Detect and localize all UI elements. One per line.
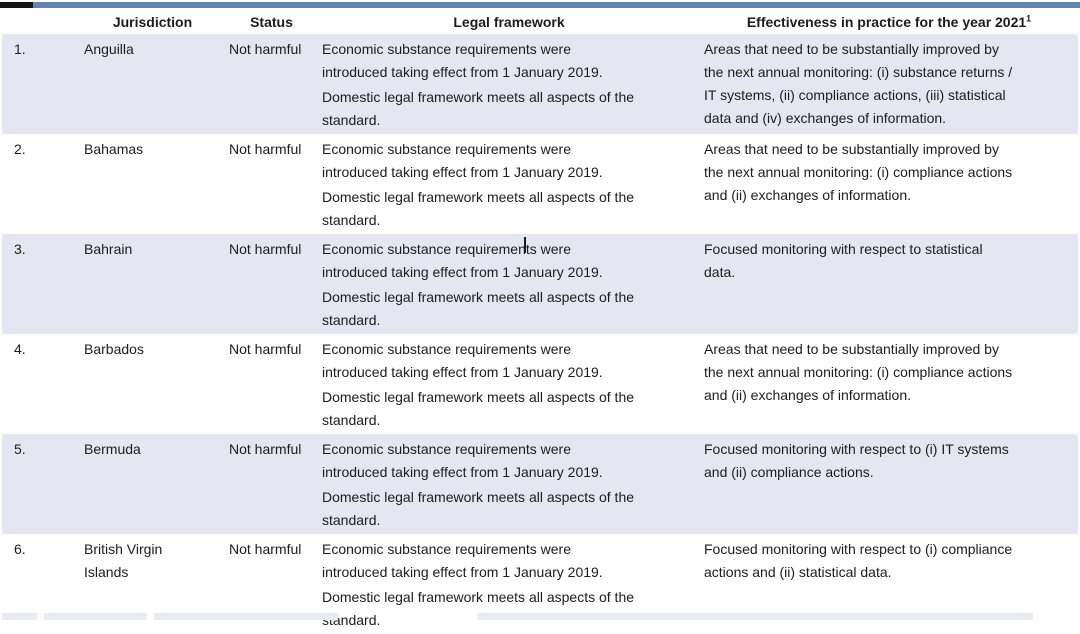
status-cell: Not harmful (225, 34, 318, 134)
text-cursor (524, 237, 526, 253)
legal-framework-cell: Economic substance requirements were int… (318, 34, 700, 134)
next-row-sliver (477, 613, 1033, 620)
status-cell: Not harmful (225, 234, 318, 334)
legal-paragraph-2: Domestic legal framework meets all aspec… (322, 89, 635, 128)
legal-paragraph-1: Economic substance requirements were int… (322, 241, 603, 280)
status-cell: Not harmful (225, 434, 318, 534)
effectiveness-cell: Focused monitoring with respect to (i) c… (704, 541, 1013, 580)
legal-paragraph-2: Domestic legal framework meets all aspec… (322, 289, 635, 328)
row-number: 1. (2, 34, 80, 134)
table-row: 2. Bahamas Not harmful Economic substanc… (2, 134, 1078, 234)
next-row-sliver (2, 613, 37, 620)
next-row-sliver (154, 613, 338, 620)
row-number: 4. (14, 341, 26, 357)
table-row: 6. British Virgin Islands Not harmful Ec… (2, 534, 1078, 634)
header-effectiveness: Effectiveness in practice for the year 2… (700, 9, 1078, 34)
table-row: 4. Barbados Not harmful Economic substan… (2, 334, 1078, 434)
effectiveness-cell: Areas that need to be substantially impr… (700, 34, 1078, 134)
legal-paragraph-1: Economic substance requirements were int… (322, 341, 603, 380)
legal-framework-cell: Economic substance requirements were int… (318, 134, 700, 234)
effectiveness-cell: Areas that need to be substantially impr… (704, 141, 1013, 203)
footnote-marker: 1 (1026, 13, 1032, 24)
jurisdiction-cell: Bermuda (80, 434, 225, 534)
row-number: 5. (2, 434, 80, 534)
row-number: 2. (14, 141, 26, 157)
table-row: 1. Anguilla Not harmful Economic substan… (2, 34, 1078, 134)
legal-paragraph-1: Economic substance requirements were int… (322, 41, 603, 80)
effectiveness-cell: Focused monitoring with respect to stati… (700, 234, 1078, 334)
table-row: 5. Bermuda Not harmful Economic substanc… (2, 434, 1078, 534)
header-number (2, 9, 80, 34)
legal-paragraph-1: Economic substance requirements were int… (322, 541, 603, 580)
top-rule-dark-segment (0, 2, 33, 8)
legal-paragraph-2: Domestic legal framework meets all aspec… (322, 489, 635, 528)
next-row-sliver (44, 613, 147, 620)
legal-paragraph-2: Domestic legal framework meets all aspec… (322, 389, 635, 428)
legal-framework-cell: Economic substance requirements were int… (318, 434, 700, 534)
row-number: 6. (14, 541, 26, 557)
jurisdiction-cell: Barbados (84, 341, 144, 357)
legal-framework-cell: Economic substance requirements were int… (318, 334, 700, 434)
table-row: 3. Bahrain Not harmful Economic substanc… (2, 234, 1078, 334)
jurisdiction-cell: Anguilla (80, 34, 225, 134)
table-header-row: Jurisdiction Status Legal framework Effe… (2, 9, 1078, 34)
legal-paragraph-1: Economic substance requirements were int… (322, 141, 603, 180)
legal-paragraph-1: Economic substance requirements were int… (322, 441, 603, 480)
header-effectiveness-label: Effectiveness in practice for the year 2… (746, 14, 1027, 30)
jurisdiction-cell: British Virgin Islands (84, 541, 163, 580)
legal-framework-cell: Economic substance requirements were int… (318, 534, 700, 634)
status-cell: Not harmful (229, 541, 302, 557)
header-legal-framework: Legal framework (453, 14, 565, 30)
top-rule (33, 2, 1080, 8)
legal-paragraph-2: Domestic legal framework meets all aspec… (322, 589, 635, 628)
header-jurisdiction: Jurisdiction (112, 14, 193, 30)
effectiveness-cell: Areas that need to be substantially impr… (704, 341, 1013, 403)
jurisdictions-table: Jurisdiction Status Legal framework Effe… (2, 9, 1078, 634)
effectiveness-cell: Focused monitoring with respect to (i) I… (700, 434, 1078, 534)
jurisdiction-cell: Bahamas (84, 141, 144, 157)
status-cell: Not harmful (229, 341, 302, 357)
row-number: 3. (2, 234, 80, 334)
status-cell: Not harmful (229, 141, 302, 157)
legal-framework-cell: Economic substance requirements were int… (318, 234, 700, 334)
jurisdiction-cell: Bahrain (80, 234, 225, 334)
legal-paragraph-2: Domestic legal framework meets all aspec… (322, 189, 635, 228)
header-status: Status (250, 14, 293, 30)
